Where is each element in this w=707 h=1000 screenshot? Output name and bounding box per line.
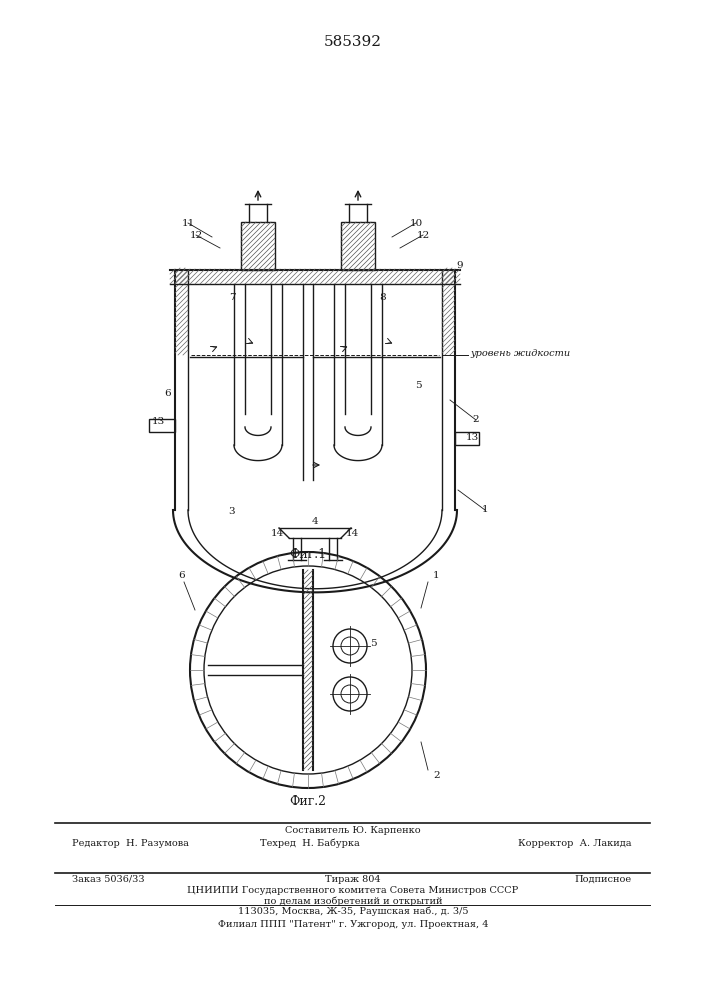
Text: уровень жидкости: уровень жидкости: [470, 349, 570, 358]
Text: 11: 11: [182, 219, 194, 228]
Text: Подписное: Подписное: [575, 875, 632, 884]
Text: 3: 3: [228, 508, 235, 516]
Text: Заказ 5036/33: Заказ 5036/33: [72, 875, 145, 884]
Text: Корректор  А. Лакида: Корректор А. Лакида: [518, 839, 632, 848]
Text: 1: 1: [481, 506, 489, 514]
Text: по делам изобретений и открытий: по делам изобретений и открытий: [264, 896, 443, 906]
Bar: [149, 419, 175, 432]
Text: Техред  Н. Бабурка: Техред Н. Бабурка: [260, 839, 360, 848]
Text: Фиг.1: Фиг.1: [289, 548, 327, 561]
Text: 113035, Москва, Ж-35, Раушская наб., д. 3/5: 113035, Москва, Ж-35, Раушская наб., д. …: [238, 907, 468, 916]
Text: 585392: 585392: [324, 35, 382, 49]
Text: 12: 12: [416, 231, 430, 239]
Text: 13: 13: [151, 418, 165, 426]
Text: 2: 2: [473, 416, 479, 424]
Text: 14: 14: [346, 528, 358, 538]
Text: 5: 5: [370, 639, 377, 648]
Text: 6: 6: [178, 571, 185, 580]
Text: 9: 9: [457, 260, 463, 269]
Text: 7: 7: [228, 292, 235, 302]
Text: 10: 10: [409, 219, 423, 228]
Bar: [455, 432, 479, 445]
Text: 12: 12: [189, 231, 203, 239]
Text: 5: 5: [415, 381, 421, 390]
Text: 14: 14: [270, 528, 284, 538]
Text: 4: 4: [312, 518, 318, 526]
Text: 8: 8: [380, 292, 386, 302]
Text: 13: 13: [465, 434, 479, 442]
Text: Составитель Ю. Карпенко: Составитель Ю. Карпенко: [285, 826, 421, 835]
Text: 6: 6: [165, 389, 171, 398]
Text: 1: 1: [433, 571, 440, 580]
Text: Редактор  Н. Разумова: Редактор Н. Разумова: [72, 839, 189, 848]
Text: 2: 2: [433, 771, 440, 780]
Text: Фиг.2: Фиг.2: [289, 795, 327, 808]
Text: ЦНИИПИ Государственного комитета Совета Министров СССР: ЦНИИПИ Государственного комитета Совета …: [187, 886, 519, 895]
Text: Тираж 804: Тираж 804: [325, 875, 381, 884]
Text: Филиал ППП "Патент" г. Ужгород, ул. Проектная, 4: Филиал ППП "Патент" г. Ужгород, ул. Прое…: [218, 920, 489, 929]
